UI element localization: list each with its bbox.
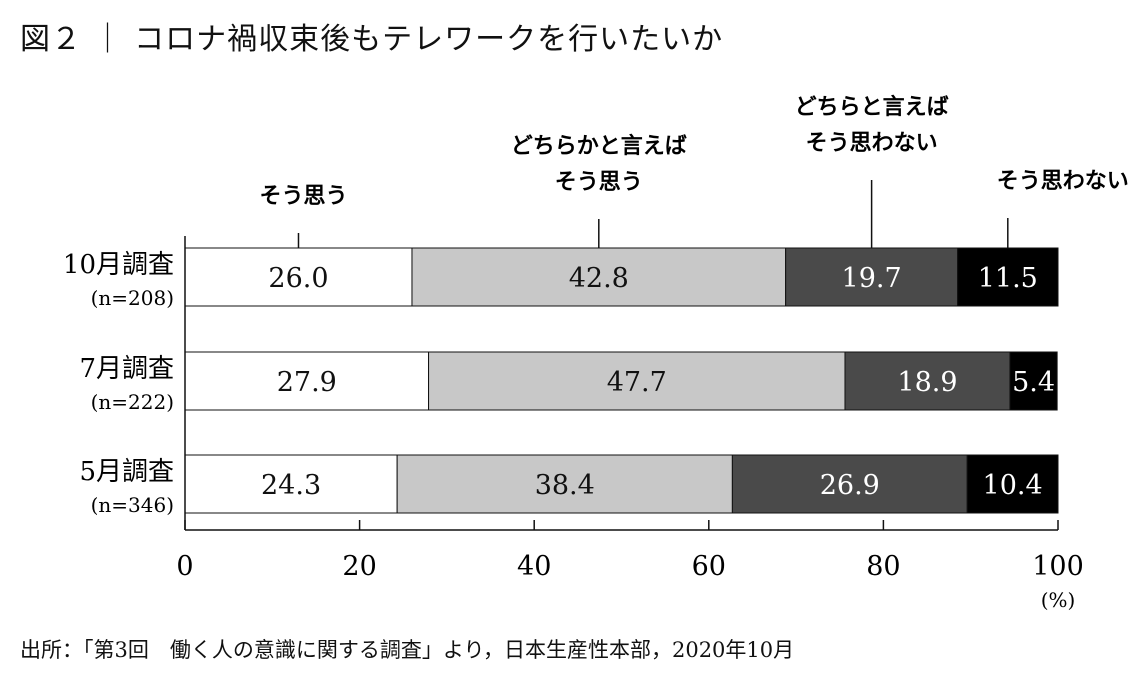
bar-segment bbox=[1009, 351, 1058, 411]
x-tick-label: 80 bbox=[866, 551, 900, 582]
data-label: 38.4 bbox=[535, 470, 595, 501]
legend-label: そう思わない bbox=[997, 169, 1129, 194]
legend-label: どちらかと言えばそう思う bbox=[511, 133, 687, 195]
category-label: 5月調査 bbox=[79, 457, 174, 487]
bar-segment bbox=[411, 247, 787, 307]
data-label: 5.4 bbox=[1012, 367, 1055, 398]
category-labels: 10月調査 (n=208) 7月調査 (n=222) 5月調査 (n=346) bbox=[63, 250, 174, 517]
bar-segment bbox=[184, 351, 430, 411]
data-label: 18.9 bbox=[897, 367, 957, 398]
legend-label: そう思う bbox=[259, 184, 347, 209]
category-label: 10月調査 bbox=[63, 250, 174, 280]
figure-title: 図２ ｜ コロナ禍収束後もテレワークを行いたいか bbox=[20, 22, 724, 57]
x-axis: 0 20 40 60 80 100 (%) bbox=[176, 236, 1084, 612]
category-sample-size: (n=208) bbox=[91, 286, 174, 310]
data-label: 26.0 bbox=[268, 263, 328, 294]
data-label: 10.4 bbox=[983, 470, 1043, 501]
x-tick-label: 60 bbox=[692, 551, 726, 582]
bar-segment bbox=[966, 454, 1059, 514]
bar-segment bbox=[396, 454, 733, 514]
x-tick-label: 100 bbox=[1032, 551, 1084, 582]
bars: 26.0 42.8 19.7 11.5 27.9 47.7 18.9 5.4 24.3 38.4 2… bbox=[184, 247, 1059, 514]
data-label: 27.9 bbox=[277, 367, 337, 398]
category-sample-size: (n=346) bbox=[91, 493, 174, 517]
category-sample-size: (n=222) bbox=[91, 390, 174, 414]
x-tick-label: 20 bbox=[342, 551, 376, 582]
bar-segment bbox=[785, 247, 959, 307]
source-note: 出所：「第3回 働く人の意識に関する調査」より，日本生産性本部，2020年10月 bbox=[20, 638, 795, 662]
bar-segment bbox=[428, 351, 846, 411]
category-label: 7月調査 bbox=[79, 354, 174, 384]
data-label: 47.7 bbox=[607, 367, 667, 398]
legend-label: どちらと言えばそう思わない bbox=[795, 94, 949, 156]
data-label: 26.9 bbox=[820, 470, 880, 501]
data-label: 24.3 bbox=[261, 470, 321, 501]
x-tick-label: 40 bbox=[517, 551, 551, 582]
axis-unit: (%) bbox=[1041, 588, 1076, 612]
data-label: 19.7 bbox=[842, 263, 902, 294]
data-label: 11.5 bbox=[978, 263, 1038, 294]
bar-segment bbox=[957, 247, 1059, 307]
data-label: 42.8 bbox=[569, 263, 629, 294]
bar-segment bbox=[731, 454, 968, 514]
x-tick-label: 0 bbox=[176, 551, 193, 582]
